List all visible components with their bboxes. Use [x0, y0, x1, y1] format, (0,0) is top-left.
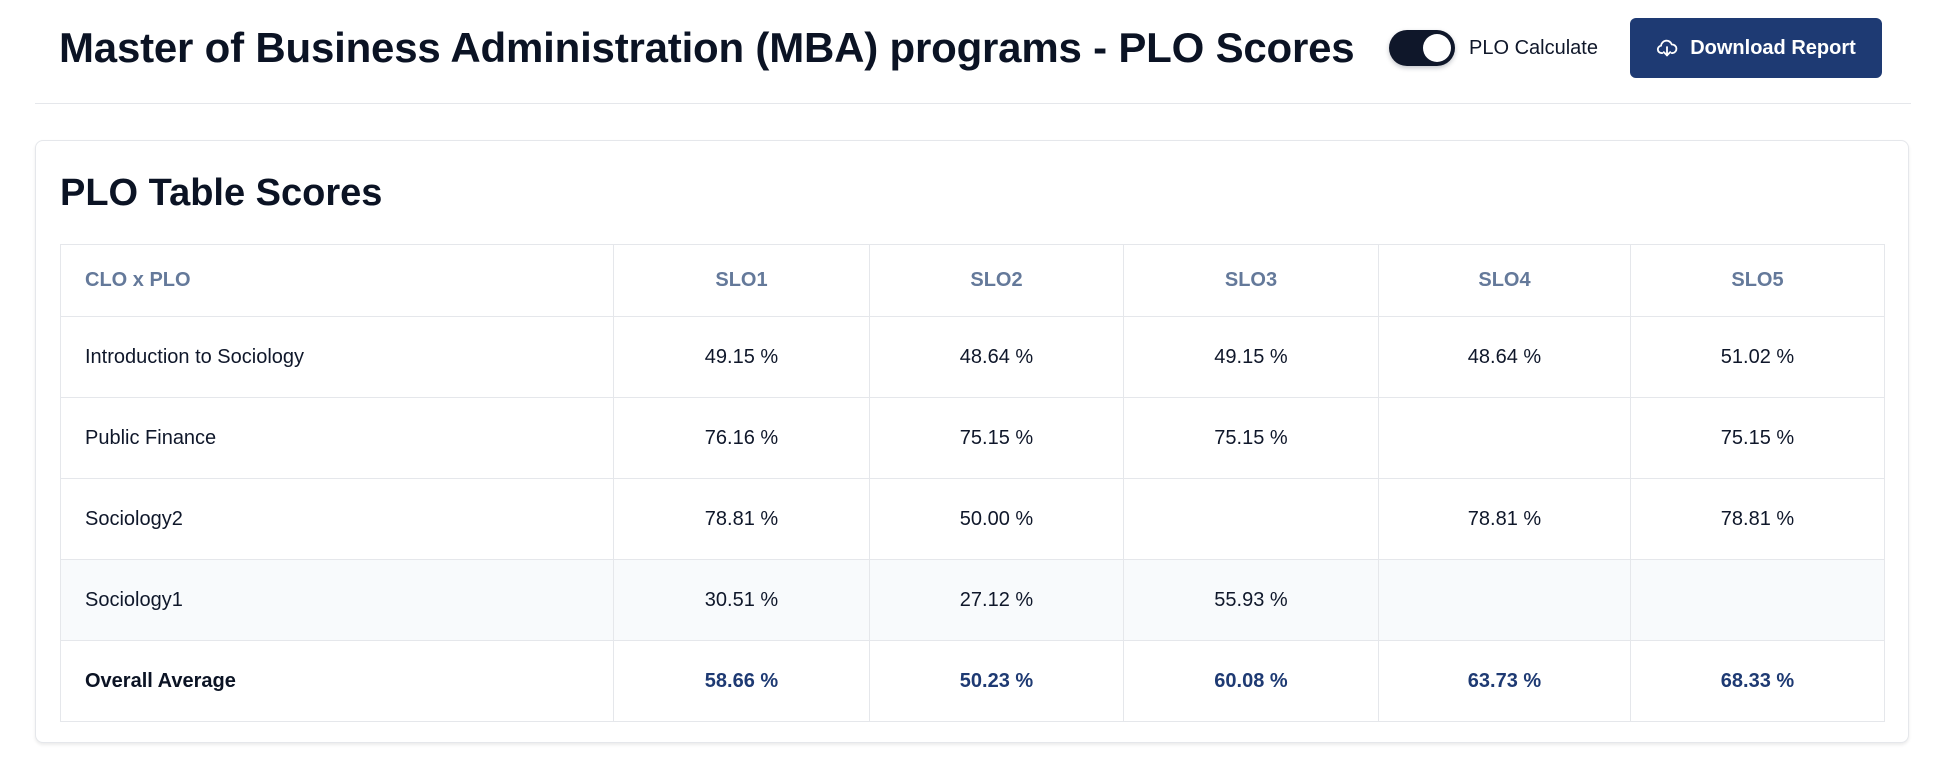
column-header-slo1: SLO1 — [613, 244, 870, 317]
score-cell: 78.81 % — [1378, 478, 1631, 560]
average-score-cell: 50.23 % — [869, 640, 1124, 722]
plo-calculate-toggle[interactable] — [1389, 30, 1455, 66]
average-score-cell: 63.73 % — [1378, 640, 1631, 722]
average-score-cell: 60.08 % — [1123, 640, 1379, 722]
page-header: Master of Business Administration (MBA) … — [35, 0, 1911, 104]
score-cell: 48.64 % — [1378, 316, 1631, 398]
score-cell: 30.51 % — [613, 559, 870, 641]
column-header-clo-x-plo: CLO x PLO — [60, 244, 614, 317]
score-cell: 78.81 % — [613, 478, 870, 560]
score-cell: 76.16 % — [613, 397, 870, 479]
plo-calculate-label: PLO Calculate — [1469, 36, 1598, 59]
table-row: Introduction to Sociology 49.15 % 48.64 … — [60, 316, 1885, 398]
table-row: Public Finance 76.16 % 75.15 % 75.15 % 7… — [60, 397, 1885, 479]
score-cell: 27.12 % — [869, 559, 1124, 641]
score-cell: 75.15 % — [1630, 397, 1885, 479]
page-title: Master of Business Administration (MBA) … — [59, 24, 1355, 71]
score-cell: 75.15 % — [1123, 397, 1379, 479]
download-report-button[interactable]: Download Report — [1630, 18, 1882, 78]
score-cell — [1378, 397, 1631, 479]
score-cell — [1378, 559, 1631, 641]
plo-scores-table: CLO x PLO SLO1 SLO2 SLO3 SLO4 SLO5 Intro… — [60, 244, 1885, 722]
score-cell — [1630, 559, 1885, 641]
course-name-cell: Public Finance — [60, 397, 614, 479]
score-cell — [1123, 478, 1379, 560]
score-cell: 50.00 % — [869, 478, 1124, 560]
plo-table-card: PLO Table Scores CLO x PLO SLO1 SLO2 SLO… — [35, 140, 1909, 743]
card-title: PLO Table Scores — [60, 172, 383, 214]
score-cell: 55.93 % — [1123, 559, 1379, 641]
score-cell: 48.64 % — [869, 316, 1124, 398]
average-score-cell: 58.66 % — [613, 640, 870, 722]
overall-average-row: Overall Average 58.66 % 50.23 % 60.08 % … — [60, 640, 1885, 722]
column-header-slo4: SLO4 — [1378, 244, 1631, 317]
table-header-row: CLO x PLO SLO1 SLO2 SLO3 SLO4 SLO5 — [60, 244, 1885, 317]
toggle-knob — [1423, 34, 1451, 62]
score-cell: 51.02 % — [1630, 316, 1885, 398]
overall-average-label: Overall Average — [60, 640, 614, 722]
column-header-slo3: SLO3 — [1123, 244, 1379, 317]
column-header-slo2: SLO2 — [869, 244, 1124, 317]
score-cell: 78.81 % — [1630, 478, 1885, 560]
score-cell: 49.15 % — [613, 316, 870, 398]
download-report-label: Download Report — [1690, 36, 1856, 59]
column-header-slo5: SLO5 — [1630, 244, 1885, 317]
course-name-cell: Introduction to Sociology — [60, 316, 614, 398]
cloud-download-icon — [1657, 39, 1678, 57]
course-name-cell: Sociology2 — [60, 478, 614, 560]
table-row: Sociology2 78.81 % 50.00 % 78.81 % 78.81… — [60, 478, 1885, 560]
plo-calculate-control: PLO Calculate — [1389, 30, 1598, 66]
score-cell: 75.15 % — [869, 397, 1124, 479]
score-cell: 49.15 % — [1123, 316, 1379, 398]
course-name-cell: Sociology1 — [60, 559, 614, 641]
table-row: Sociology1 30.51 % 27.12 % 55.93 % — [60, 559, 1885, 641]
average-score-cell: 68.33 % — [1630, 640, 1885, 722]
